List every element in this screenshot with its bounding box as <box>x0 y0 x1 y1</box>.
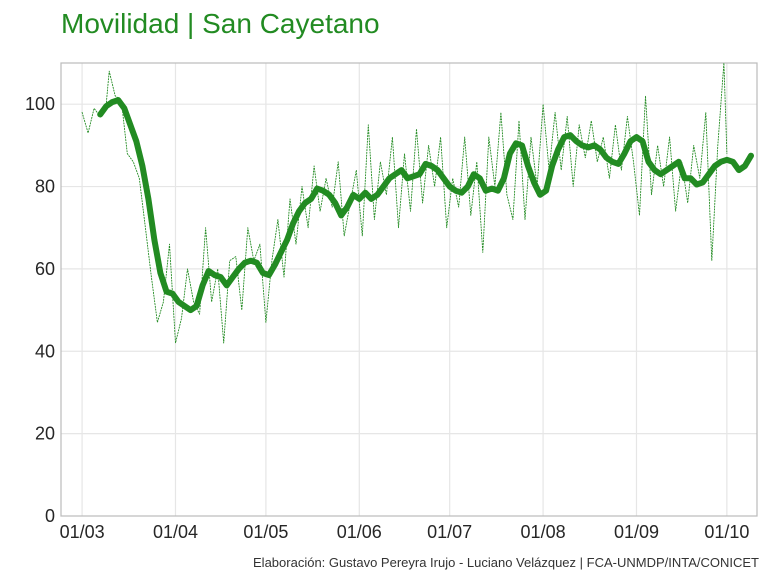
credit-text: Elaboración: Gustavo Pereyra Irujo - Luc… <box>253 555 759 570</box>
y-tick-label: 80 <box>35 177 55 197</box>
x-tick-label: 01/05 <box>243 522 288 542</box>
x-tick-label: 01/07 <box>427 522 472 542</box>
x-tick-label: 01/09 <box>614 522 659 542</box>
grid-lines <box>61 63 757 516</box>
y-tick-label: 20 <box>35 424 55 444</box>
series-line-smoothed <box>97 97 754 314</box>
x-tick-label: 01/06 <box>337 522 382 542</box>
x-tick-label: 01/03 <box>60 522 105 542</box>
plot-frame <box>60 62 758 517</box>
series-line-daily <box>81 62 728 344</box>
series-group <box>81 62 754 344</box>
x-tick-label: 01/08 <box>521 522 566 542</box>
y-tick-label: 60 <box>35 259 55 279</box>
chart-title: Movilidad | San Cayetano <box>61 8 380 39</box>
x-tick-label: 01/10 <box>704 522 749 542</box>
y-tick-label: 0 <box>45 506 55 526</box>
x-tick-label: 01/04 <box>153 522 198 542</box>
y-tick-label: 100 <box>25 94 55 114</box>
y-tick-label: 40 <box>35 341 55 361</box>
y-axis: 0 20 40 60 80 100 <box>25 94 55 526</box>
x-axis: 01/03 01/04 01/05 01/06 01/07 01/08 01/09 01/10 <box>60 522 750 542</box>
